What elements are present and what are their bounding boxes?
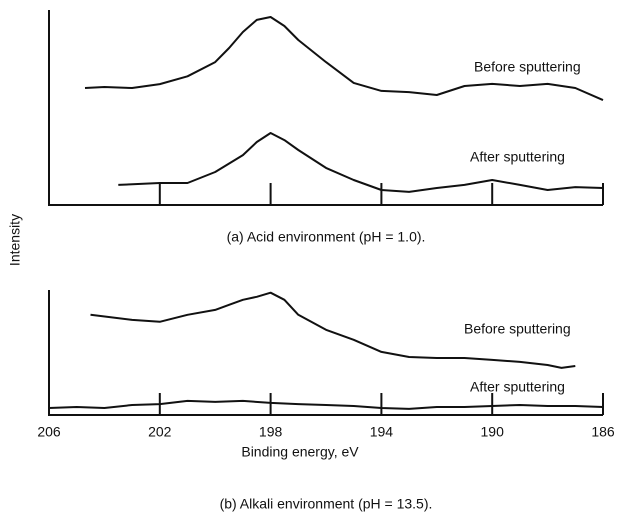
spectrum xyxy=(84,16,604,102)
series-label: After sputtering xyxy=(470,379,565,395)
x-axis-label: Binding energy, eV xyxy=(241,444,359,460)
series-label: After sputtering xyxy=(470,149,565,165)
x-tick-label: 186 xyxy=(591,424,615,440)
spectrum xyxy=(118,132,604,193)
y-axis-label: Intensity xyxy=(7,214,23,266)
caption: (a) Acid environment (pH = 1.0). xyxy=(227,229,426,245)
x-tick-label: 198 xyxy=(259,424,283,440)
axes xyxy=(48,10,603,206)
x-tick-label: 194 xyxy=(370,424,394,440)
x-tick-label: 202 xyxy=(148,424,172,440)
axes xyxy=(48,290,603,416)
caption: (b) Alkali environment (pH = 13.5). xyxy=(220,496,433,512)
spectrum xyxy=(90,291,576,369)
x-tick-label: 206 xyxy=(37,424,61,440)
series-label: Before sputtering xyxy=(474,59,581,75)
spectrum xyxy=(48,399,604,410)
x-tick-label: 190 xyxy=(481,424,505,440)
series-label: Before sputtering xyxy=(464,321,571,337)
